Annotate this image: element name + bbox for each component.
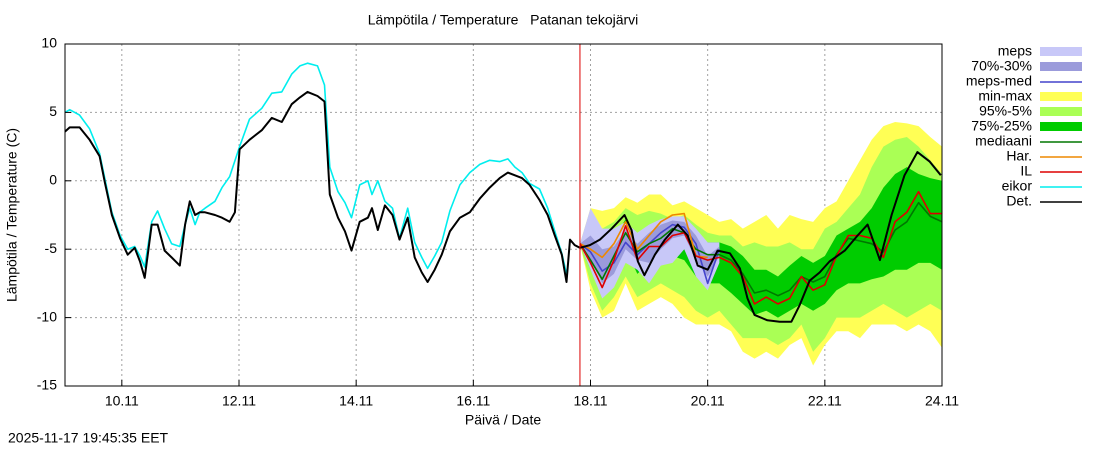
y-tick-label: 0 — [49, 172, 57, 188]
legend-swatch — [1040, 92, 1082, 101]
band — [579, 167, 942, 318]
band — [579, 137, 942, 352]
y-tick-label: -15 — [37, 377, 57, 393]
x-tick-label: 20.11 — [691, 393, 725, 409]
y-tick-label: 10 — [41, 35, 57, 51]
x-tick-label: 24.11 — [925, 393, 959, 409]
x-tick-label: 14.11 — [339, 393, 373, 409]
legend-label: 70%-30% — [971, 58, 1032, 74]
legend-label: meps-med — [966, 73, 1032, 89]
x-axis-label: Päivä / Date — [465, 412, 541, 428]
legend-label: IL — [1020, 163, 1032, 179]
legend-label: Det. — [1006, 193, 1032, 209]
legend-label: meps — [998, 43, 1032, 59]
legend: meps70%-30%meps-medmin-max95%-5%75%-25%m… — [966, 43, 1082, 209]
plot-frame — [64, 43, 943, 387]
band — [579, 220, 720, 284]
chart-title: Lämpötila / Temperature Patanan tekojärv… — [368, 12, 639, 28]
legend-swatch — [1040, 107, 1082, 116]
x-tick-label: 18.11 — [573, 393, 607, 409]
legend-swatch — [1040, 47, 1082, 56]
legend-label: Har. — [1006, 148, 1032, 164]
x-tick-label: 22.11 — [808, 393, 842, 409]
axes: -15 -10 -5 0 5 10 10.11 12.11 14.11 16.11 18.11 20.… — [37, 35, 959, 409]
x-tick-label: 16.11 — [456, 393, 490, 409]
y-tick-label: -5 — [45, 240, 58, 256]
y-tick-label: -10 — [37, 308, 57, 324]
legend-label: eikor — [1002, 178, 1033, 194]
y-axis-label: Lämpötila / Temperature (C) — [4, 128, 20, 302]
x-tick-label: 10.11 — [105, 393, 139, 409]
legend-label: mediaani — [975, 133, 1032, 149]
timestamp: 2025-11-17 19:45:35 EET — [8, 430, 169, 446]
legend-label: 95%-5% — [979, 103, 1032, 119]
y-tick-label: 5 — [49, 103, 57, 119]
legend-swatch — [1040, 62, 1082, 71]
plot-area — [65, 44, 942, 386]
legend-label: min-max — [978, 88, 1032, 104]
x-tick-label: 12.11 — [222, 393, 256, 409]
line — [65, 90, 942, 323]
legend-label: 75%-25% — [971, 118, 1032, 134]
legend-swatch — [1040, 122, 1082, 131]
line — [579, 212, 708, 259]
